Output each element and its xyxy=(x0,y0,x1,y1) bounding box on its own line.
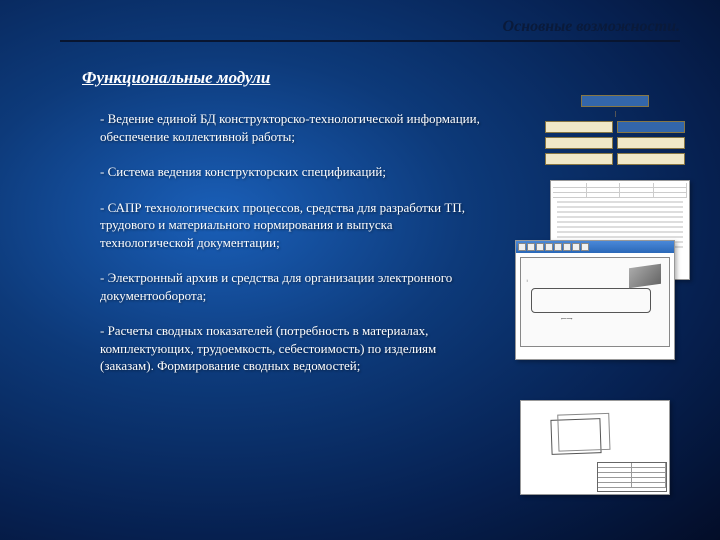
section-subtitle: Функциональные модули xyxy=(82,68,270,88)
tool-icon xyxy=(518,243,526,251)
bullet-list: - Ведение единой БД конструкторско-техно… xyxy=(100,110,485,393)
tool-icon xyxy=(563,243,571,251)
iso-view xyxy=(550,418,601,455)
diagram-connector xyxy=(615,111,616,117)
block-diagram xyxy=(530,95,700,170)
tool-icon xyxy=(536,243,544,251)
cad-toolbar xyxy=(516,241,674,253)
diagram-node xyxy=(545,121,613,133)
diagram-node xyxy=(545,153,613,165)
dimension-label: ⟵⟶ xyxy=(561,316,572,321)
bullet-item: - САПР технологических процессов, средст… xyxy=(100,199,485,252)
tool-icon xyxy=(572,243,580,251)
title-block xyxy=(597,462,667,492)
bullet-item: - Ведение единой БД конструкторско-техно… xyxy=(100,110,485,145)
diagram-node xyxy=(617,121,685,133)
page-title: Основные возможности. xyxy=(60,18,680,42)
tool-icon xyxy=(545,243,553,251)
tool-icon xyxy=(554,243,562,251)
part-outline xyxy=(531,288,651,313)
illustrations-panel: ⟵⟶ ↕ xyxy=(500,95,700,495)
drawing-canvas: ⟵⟶ ↕ xyxy=(520,257,670,347)
diagram-node xyxy=(617,153,685,165)
bullet-item: - Электронный архив и средства для орган… xyxy=(100,269,485,304)
cad-window: ⟵⟶ ↕ xyxy=(515,240,675,360)
diagram-node xyxy=(581,95,649,107)
diagram-node xyxy=(617,137,685,149)
diagram-node xyxy=(545,137,613,149)
dimension-label: ↕ xyxy=(526,278,528,283)
tool-icon xyxy=(581,243,589,251)
drawing-document xyxy=(520,400,670,495)
header-region: Основные возможности. xyxy=(60,18,680,42)
bullet-item: - Расчеты сводных показателей (потребнос… xyxy=(100,322,485,375)
tool-icon xyxy=(527,243,535,251)
bullet-item: - Система ведения конструкторских специф… xyxy=(100,163,485,181)
part-3d xyxy=(629,264,661,288)
